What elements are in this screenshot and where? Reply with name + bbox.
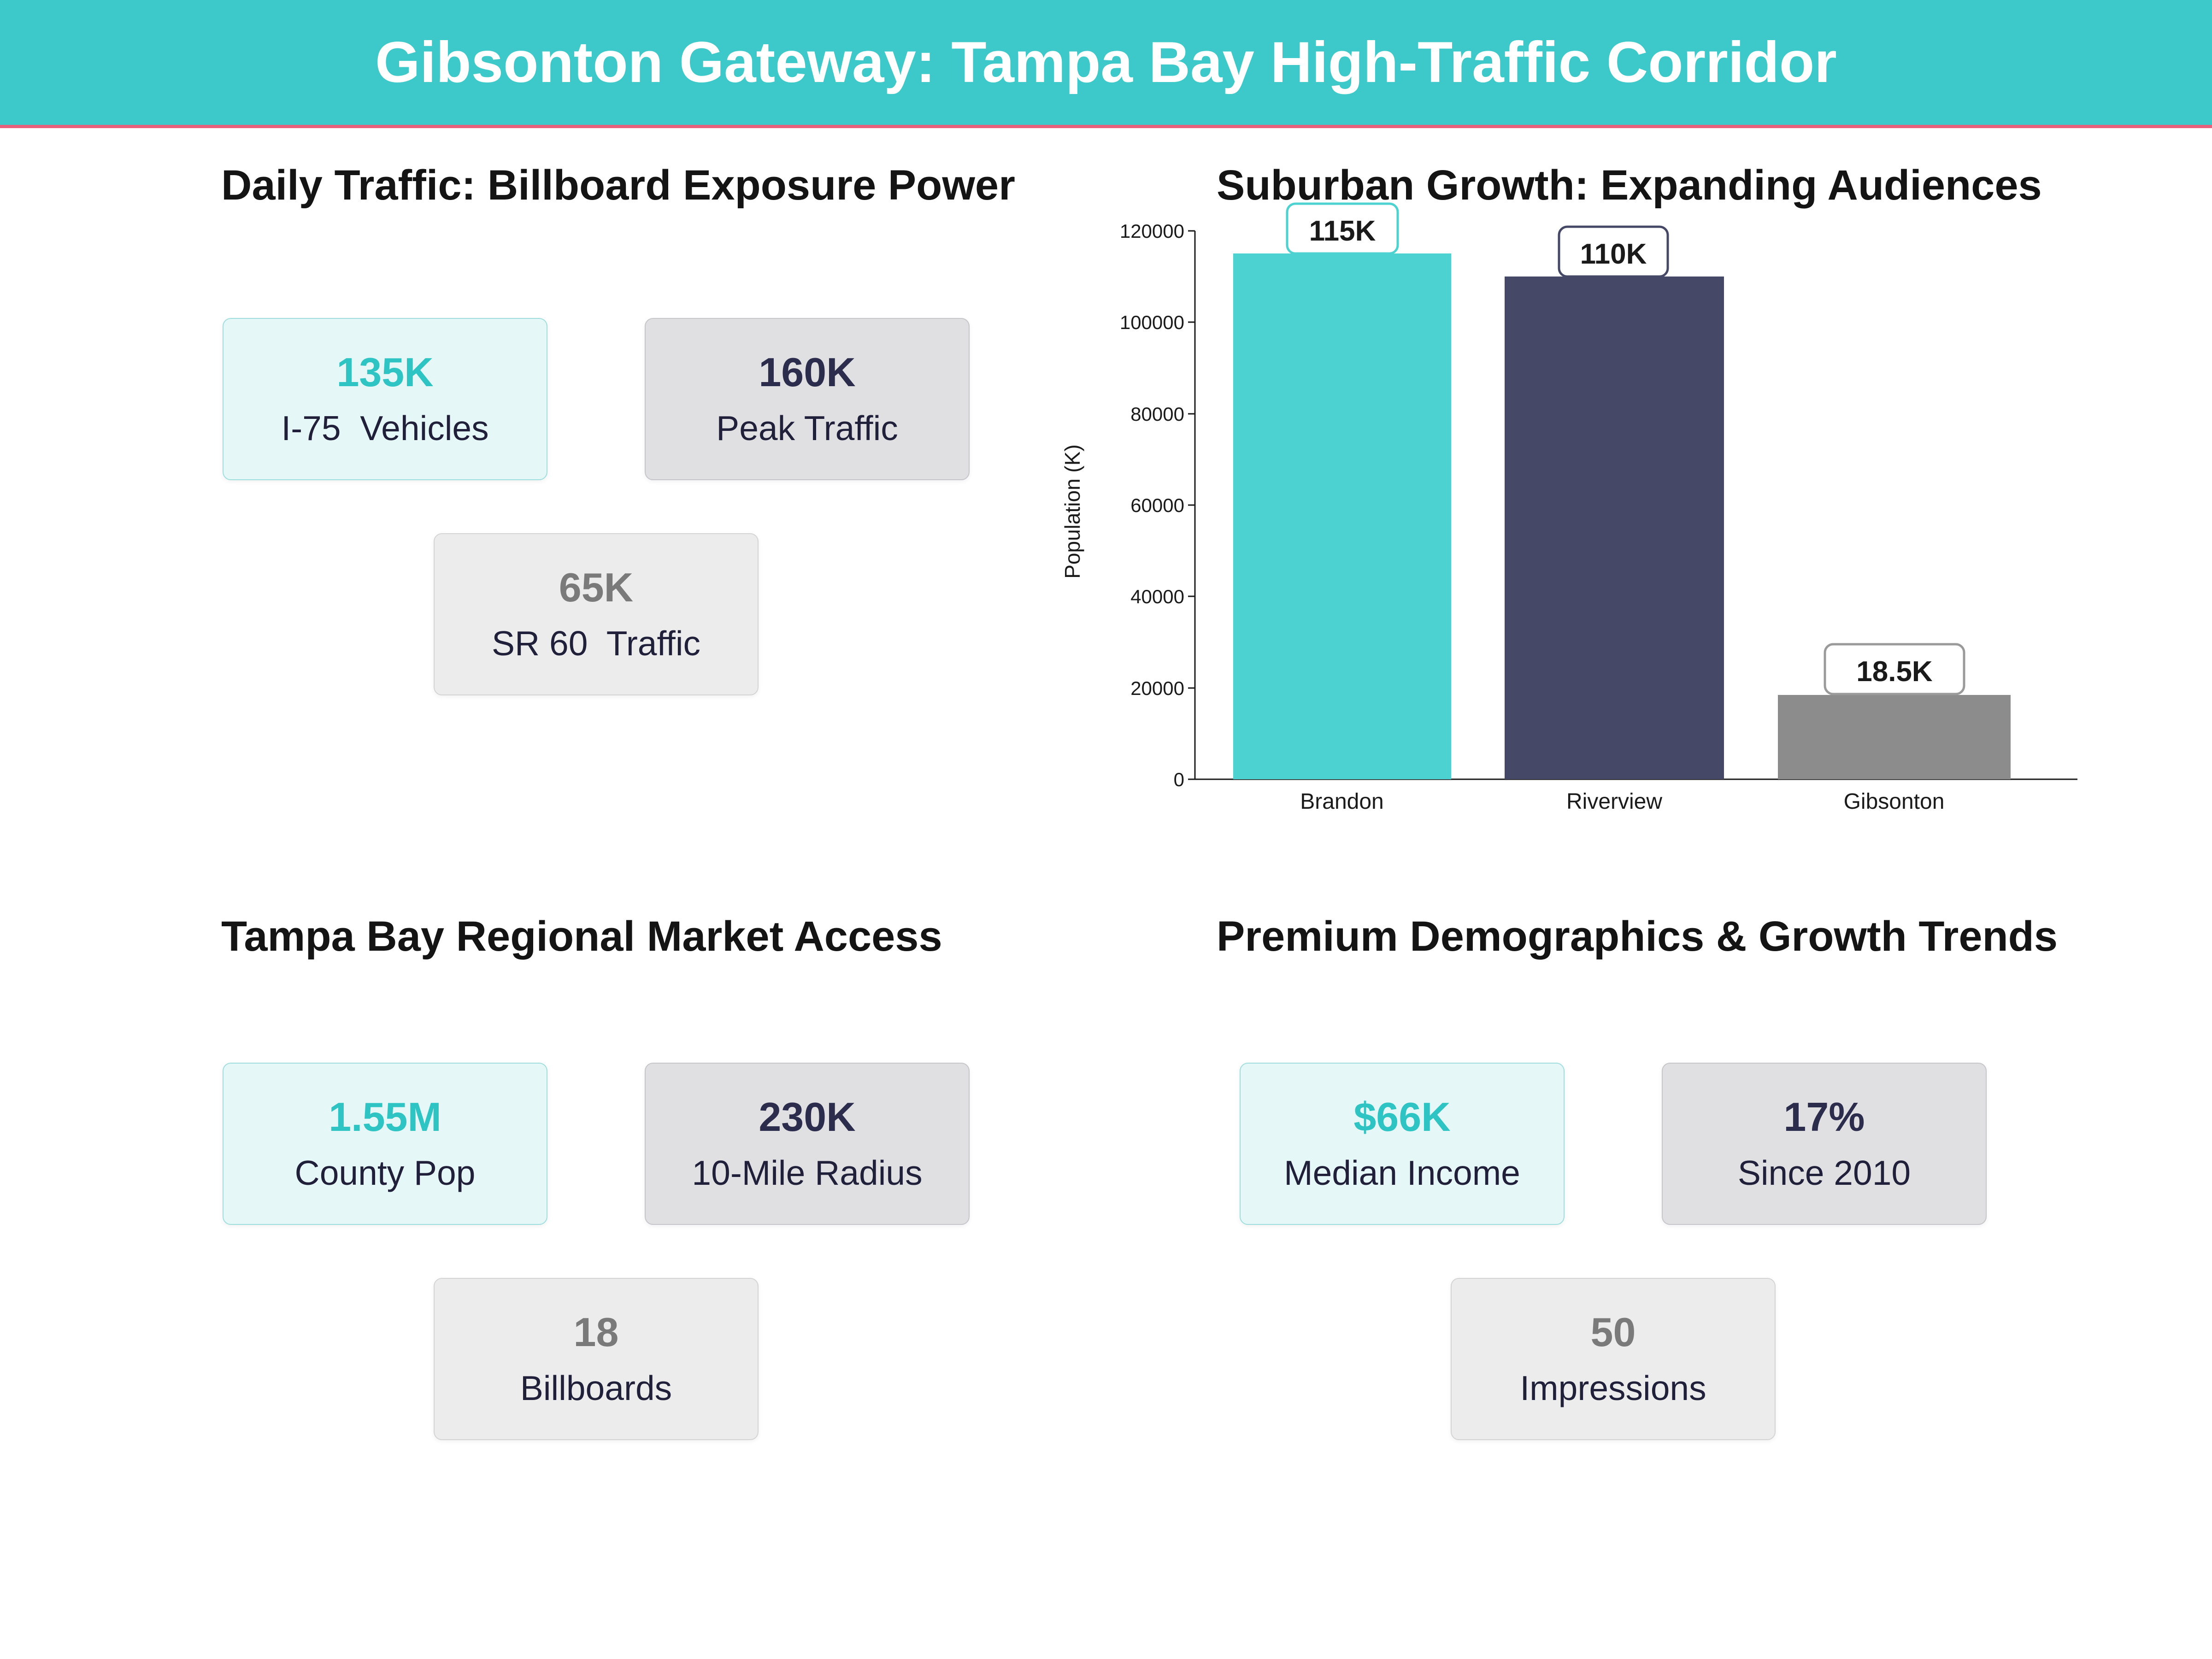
svg-text:115K: 115K bbox=[1309, 215, 1376, 247]
svg-text:80000: 80000 bbox=[1130, 403, 1184, 425]
svg-text:Population (K): Population (K) bbox=[1060, 444, 1084, 579]
svg-text:18.5K: 18.5K bbox=[1856, 656, 1933, 688]
svg-text:Riverview: Riverview bbox=[1566, 789, 1662, 814]
svg-text:Gibsonton: Gibsonton bbox=[1844, 789, 1945, 814]
svg-text:110K: 110K bbox=[1580, 238, 1647, 270]
svg-text:120000: 120000 bbox=[1120, 220, 1184, 242]
svg-text:0: 0 bbox=[1174, 769, 1184, 790]
svg-text:Brandon: Brandon bbox=[1300, 789, 1383, 814]
svg-text:100000: 100000 bbox=[1120, 312, 1184, 333]
svg-text:40000: 40000 bbox=[1130, 586, 1184, 607]
svg-text:60000: 60000 bbox=[1130, 494, 1184, 516]
svg-text:20000: 20000 bbox=[1130, 677, 1184, 699]
